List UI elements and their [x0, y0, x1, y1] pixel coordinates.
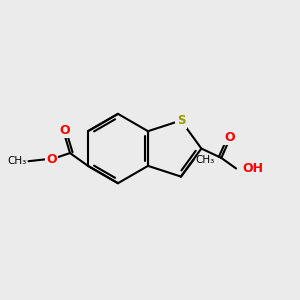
Text: O: O	[46, 153, 57, 166]
Text: OH: OH	[243, 162, 264, 175]
Text: O: O	[59, 124, 70, 137]
Text: CH₃: CH₃	[7, 156, 26, 166]
Text: O: O	[225, 131, 235, 144]
Text: S: S	[177, 114, 185, 127]
Text: CH₃: CH₃	[195, 155, 214, 165]
